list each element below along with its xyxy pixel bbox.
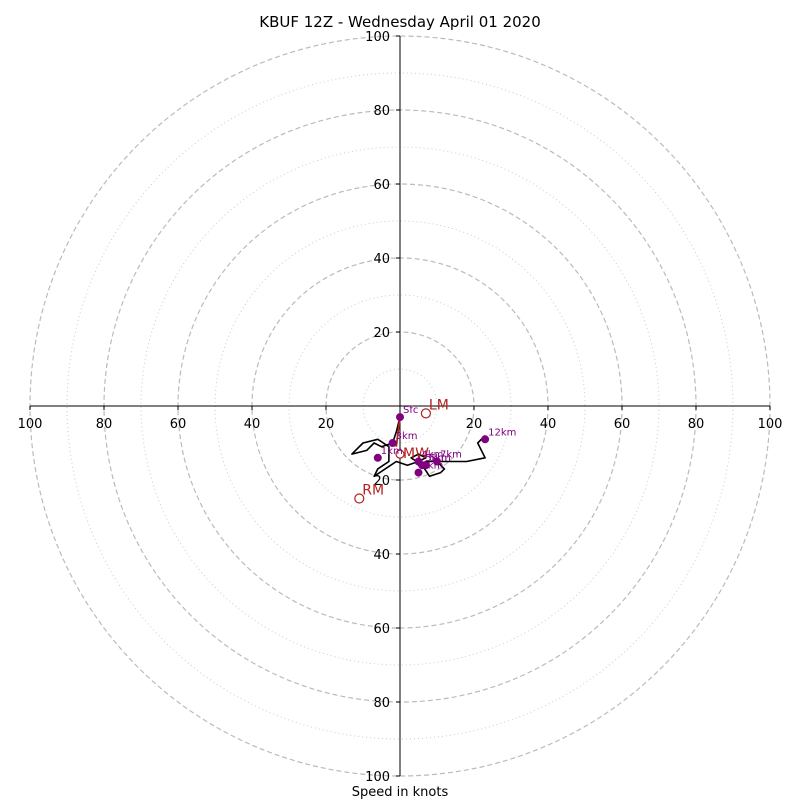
- height-marker-sfc: [396, 413, 404, 422]
- height-marker-8km: [414, 468, 423, 477]
- motion-marker-rm: [354, 493, 365, 504]
- y-tick-label: 60: [373, 178, 390, 193]
- x-tick-label: 80: [96, 417, 113, 432]
- height-label-1km: 1km: [381, 446, 403, 457]
- height-label-8km: 8km: [422, 461, 444, 472]
- height-label-3km: 3km: [396, 431, 418, 442]
- motion-label-lm: LM: [429, 397, 449, 413]
- axes: [30, 36, 770, 776]
- height-label-7km: 7km: [440, 450, 462, 461]
- x-axis-label: Speed in knots: [352, 785, 449, 800]
- y-tick-label: 20: [373, 474, 390, 489]
- y-tick-label: 100: [365, 770, 390, 785]
- y-tick-label: 80: [373, 104, 390, 119]
- tick-labels: 100 80 60 40 20 20 40 60 80 100 100 80 60 40 20 20 40 60 8…: [18, 30, 783, 785]
- mean-wind-label: MW: [403, 446, 429, 462]
- y-tick-label: 60: [373, 622, 390, 637]
- x-tick-label: 20: [466, 417, 483, 432]
- y-tick-label: 100: [365, 30, 390, 45]
- height-marker-12km: [481, 435, 490, 444]
- y-tick-label: 40: [373, 252, 390, 267]
- height-marker-3km: [388, 439, 397, 447]
- chart-title: KBUF 12Z - Wednesday April 01 2020: [259, 13, 541, 31]
- height-markers: Sfc1km3km4km5km6km7km8km12km: [373, 405, 516, 477]
- y-tick-label: 80: [373, 696, 390, 711]
- x-tick-label: 60: [614, 417, 631, 432]
- height-marker-7km: [433, 457, 441, 466]
- storm-motions: LM RM MW: [354, 397, 449, 504]
- x-tick-label: 80: [688, 417, 705, 432]
- motion-marker-lm: [420, 408, 431, 419]
- y-tick-label: 20: [373, 326, 390, 341]
- x-tick-label: 100: [18, 417, 43, 432]
- x-tick-label: 40: [244, 417, 261, 432]
- height-marker-1km: [373, 453, 382, 462]
- height-label-sfc: Sfc: [403, 405, 418, 416]
- mean-wind-marker: [395, 449, 405, 459]
- storm-motion-vector: [395, 416, 401, 447]
- height-label-4km: 4km: [422, 450, 444, 461]
- height-label-12km: 12km: [488, 427, 516, 438]
- x-tick-label: 20: [318, 417, 335, 432]
- x-tick-label: 100: [758, 417, 783, 432]
- x-tick-label: 40: [540, 417, 557, 432]
- height-marker-6km: [421, 461, 430, 470]
- x-tick-label: 60: [170, 417, 187, 432]
- motion-label-rm: RM: [362, 483, 384, 499]
- y-tick-label: 40: [373, 548, 390, 563]
